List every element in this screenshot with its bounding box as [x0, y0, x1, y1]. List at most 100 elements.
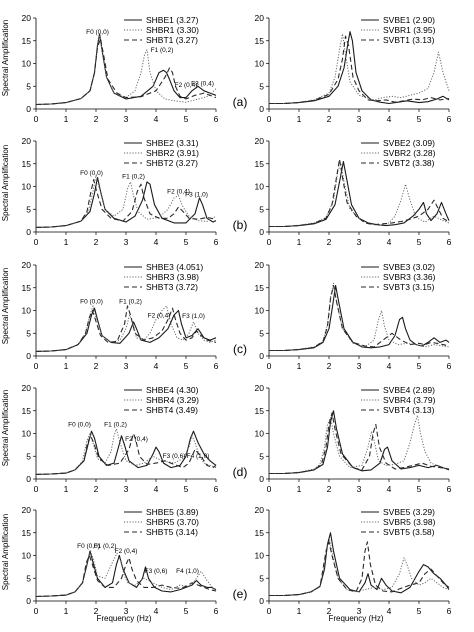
peak-label: F2 (0,4): [148, 312, 171, 319]
y-tick-label: 5: [259, 204, 264, 214]
y-tick-label: 20: [22, 260, 32, 270]
x-tick-label: 2: [94, 114, 99, 124]
legend-label: SVBT4 (3.13): [383, 405, 435, 415]
x-tick-label: 6: [447, 114, 452, 124]
x-tick-label: 6: [214, 361, 219, 371]
y-tick-label: 0: [259, 227, 264, 237]
x-tick-label: 6: [447, 361, 452, 371]
y-tick-label: 5: [26, 451, 31, 461]
peak-label: F3 (1,0): [182, 313, 205, 320]
x-tick-label: 5: [184, 361, 189, 371]
series-line-dashed: [35, 37, 217, 106]
y-tick-label: 20: [22, 136, 32, 146]
peak-label: F3 (0,4): [191, 80, 214, 87]
x-tick-label: 4: [387, 237, 392, 247]
x-tick-label: 3: [357, 606, 362, 616]
y-tick-label: 0: [26, 596, 31, 606]
x-tick-label: 1: [297, 484, 302, 494]
panel-tag: (a): [233, 95, 248, 109]
peak-label: F4 (1,0): [176, 568, 199, 575]
y-tick-label: 20: [255, 13, 265, 23]
panel-tag: (b): [233, 218, 248, 232]
x-tick-label: 5: [184, 237, 189, 247]
series-line-dotted: [35, 428, 217, 475]
legend-label: SVBR2 (3.28): [383, 148, 436, 158]
peak-label: F2 (0,4): [125, 436, 148, 443]
x-tick-label: 1: [297, 114, 302, 124]
x-tick-label: 6: [214, 114, 219, 124]
series-line-solid: [269, 160, 450, 228]
peak-label: F0 (0,0): [80, 299, 103, 306]
series-line-dashed: [35, 432, 217, 475]
x-tick-label: 4: [387, 484, 392, 494]
x-tick-label: 5: [417, 114, 422, 124]
x-tick-label: 3: [124, 484, 129, 494]
x-tick-label: 2: [327, 606, 332, 616]
legend-label: SHBT5 (3.14): [146, 527, 198, 537]
y-tick-label: 5: [26, 328, 31, 338]
x-tick-label: 3: [124, 606, 129, 616]
y-tick-label: 0: [259, 104, 264, 114]
chart-panel-10: 0 5 10 15 20 0 1 2 3 4 5 6 SVBE5 (3.29)SVBR5 (3.98)S…: [255, 505, 452, 616]
chart-panel-4: 0 5 10 15 20 0 1 2 3 4 5 6 SVBE2 (3.09)SVBR2 (3.28)S…: [255, 136, 452, 247]
peak-label: F3 (0,6): [163, 453, 186, 460]
legend-label: SVBR1 (3.95): [383, 25, 436, 35]
x-tick-label: 4: [387, 114, 392, 124]
legend-label: SHBR4 (3.29): [146, 395, 199, 405]
legend-label: SHBT4 (3.49): [146, 405, 198, 415]
x-tick-label: 6: [214, 606, 219, 616]
legend-label: SHBE4 (4.30): [146, 385, 199, 395]
peak-label: F1 (0,2): [122, 173, 145, 180]
peak-label: F1 (0,2): [94, 543, 117, 550]
series-line-dotted: [269, 282, 450, 351]
x-tick-label: 4: [154, 361, 159, 371]
peak-label: F0 (0,0): [80, 170, 103, 177]
chart-panel-9: 0 5 10 15 20 0 1 2 3 4 5 6 SHBE5 (3.89)SHBR5 (3.70)S…: [22, 505, 219, 616]
series-line-solid: [35, 430, 217, 475]
series-line-dashed: [269, 35, 450, 105]
x-tick-label: 3: [124, 361, 129, 371]
y-tick-label: 10: [255, 59, 265, 69]
chart-panel-8: 0 5 10 15 20 0 1 2 3 4 5 6 SVBE4 (2.89)SVBR4 (3.79)S…: [255, 383, 452, 494]
y-tick-label: 20: [255, 260, 265, 270]
y-tick-label: 10: [255, 429, 265, 439]
chart-panel-1: 0 5 10 15 20 0 1 2 3 4 5 6 SHBE1 (3.27)SHBR1 (3.30)S…: [22, 13, 219, 124]
y-tick-label: 20: [255, 505, 265, 515]
peak-label: F2 (0,4): [175, 82, 198, 89]
y-tick-label: 10: [22, 182, 32, 192]
x-tick-label: 2: [94, 484, 99, 494]
x-tick-label: 1: [297, 361, 302, 371]
x-tick-label: 2: [94, 237, 99, 247]
legend-label: SVBE1 (2.90): [383, 15, 435, 25]
y-tick-label: 10: [22, 551, 32, 561]
legend-label: SHBE2 (3.31): [146, 138, 199, 148]
y-tick-label: 5: [26, 204, 31, 214]
chart-panel-6: 0 5 10 15 20 0 1 2 3 4 5 6 SVBE3 (3.02)SVBR3 (3.36)S…: [255, 260, 452, 371]
x-tick-label: 4: [154, 114, 159, 124]
chart-panel-2: 0 5 10 15 20 0 1 2 3 4 5 6 SVBE1 (2.90)SVBR1 (3.95)S…: [255, 13, 452, 124]
x-tick-label: 0: [34, 237, 39, 247]
y-tick-label: 20: [22, 505, 32, 515]
x-tick-label: 0: [267, 361, 272, 371]
y-tick-label: 15: [255, 406, 265, 416]
y-tick-label: 15: [255, 528, 265, 538]
x-tick-label: 4: [154, 484, 159, 494]
y-tick-label: 0: [259, 351, 264, 361]
x-tick-label: 1: [64, 361, 69, 371]
y-tick-label: 0: [259, 474, 264, 484]
x-tick-label: 2: [327, 237, 332, 247]
x-tick-label: 4: [387, 361, 392, 371]
y-axis-title: Spectral Amplification: [1, 268, 10, 344]
x-tick-label: 0: [267, 606, 272, 616]
x-tick-label: 6: [447, 606, 452, 616]
y-tick-label: 0: [26, 104, 31, 114]
legend-label: SVBR4 (3.79): [383, 395, 436, 405]
legend-label: SHBE5 (3.89): [146, 507, 199, 517]
x-tick-label: 0: [267, 114, 272, 124]
y-tick-label: 10: [22, 306, 32, 316]
panel-tag: (e): [233, 587, 248, 601]
series-line-solid: [269, 410, 450, 475]
x-tick-label: 5: [417, 237, 422, 247]
series-line-solid: [269, 532, 450, 597]
